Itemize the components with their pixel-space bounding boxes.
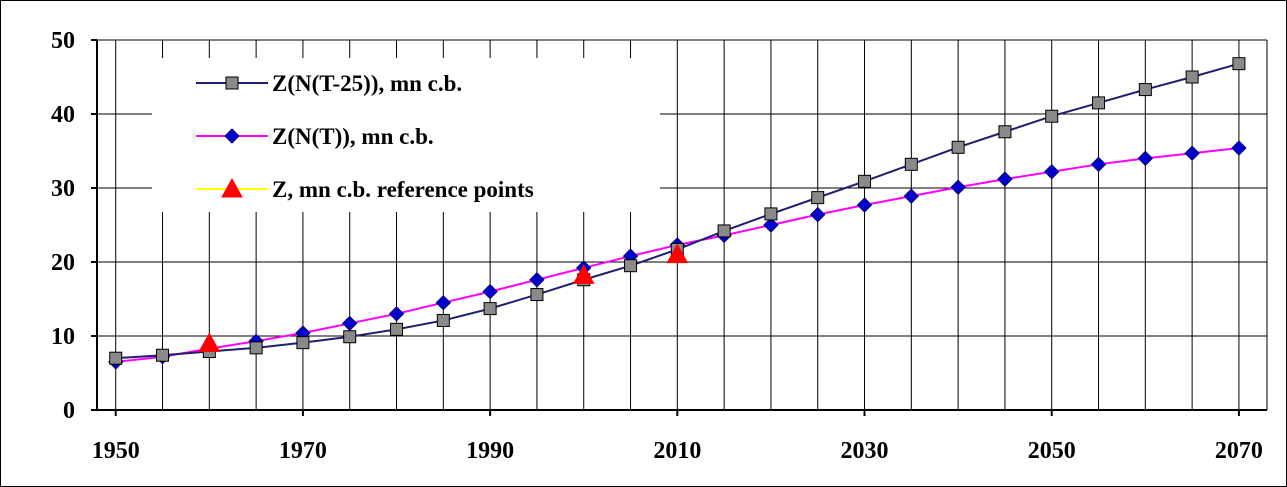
data-point (903, 188, 920, 204)
axes (96, 40, 1268, 411)
y-tick-label: 20 (51, 250, 75, 276)
x-tick-label: 2050 (1028, 438, 1076, 464)
data-point (764, 207, 778, 221)
data-point (763, 217, 779, 233)
data-point (109, 351, 123, 365)
data-point (1137, 150, 1154, 167)
data-point (529, 272, 545, 288)
x-tick-label: 2030 (841, 438, 889, 464)
data-point (951, 140, 965, 154)
data-point (1232, 57, 1246, 71)
legend-marker (221, 177, 243, 198)
legend-label: Z, mn c.b. reference points (272, 177, 534, 202)
data-point (858, 174, 872, 188)
legend-label: Z(N(T)), mn c.b. (272, 124, 434, 149)
data-point (666, 243, 689, 264)
y-tick-label: 30 (51, 176, 75, 202)
legend: Z(N(T-25)), mn c.b. Z(N(T)), mn c.b. Z, mn… (152, 58, 660, 212)
data-point (624, 259, 638, 273)
y-tick-label: 10 (51, 324, 75, 350)
data-point (249, 341, 263, 355)
y-tick-labels: 0 10 20 30 40 50 (51, 28, 97, 424)
y-tick-label: 40 (51, 102, 75, 128)
data-point (296, 336, 310, 350)
data-point (483, 302, 497, 316)
data-point (1185, 70, 1199, 84)
data-point (1090, 156, 1107, 173)
data-point (388, 306, 405, 322)
x-tick-label: 2070 (1215, 438, 1263, 464)
data-point (1045, 109, 1059, 123)
x-tick-labels: 1950 1970 1990 2010 2030 2050 2070 (92, 410, 1263, 464)
data-point (572, 264, 595, 284)
x-tick-label: 1990 (466, 438, 514, 464)
data-point (1138, 83, 1152, 97)
x-tick-label: 1970 (279, 438, 327, 464)
data-point (811, 191, 825, 205)
legend-label: Z(N(T-25)), mn c.b. (272, 71, 462, 96)
data-point (390, 322, 404, 336)
series-3 (198, 243, 689, 352)
data-point (856, 197, 873, 213)
series-layer (108, 57, 1247, 370)
data-point (1184, 145, 1200, 161)
legend-marker (224, 128, 240, 144)
data-point (1092, 96, 1106, 110)
data-point (1231, 140, 1247, 156)
data-point (436, 313, 450, 327)
data-point (435, 294, 452, 311)
data-point (530, 288, 544, 302)
y-tick-label: 50 (51, 28, 75, 54)
data-point (482, 283, 498, 300)
y-tick-label: 0 (63, 398, 75, 424)
data-point (950, 179, 966, 195)
data-point (198, 332, 221, 352)
data-point (998, 125, 1012, 139)
data-point (1044, 164, 1060, 180)
data-point (156, 348, 170, 362)
x-tick-label: 1950 (92, 438, 140, 464)
data-point (343, 330, 357, 344)
data-point (810, 206, 826, 223)
data-point (717, 224, 731, 238)
data-point (904, 157, 918, 171)
x-tick-label: 2010 (653, 438, 701, 464)
data-point (997, 171, 1013, 187)
legend-marker (225, 76, 239, 90)
